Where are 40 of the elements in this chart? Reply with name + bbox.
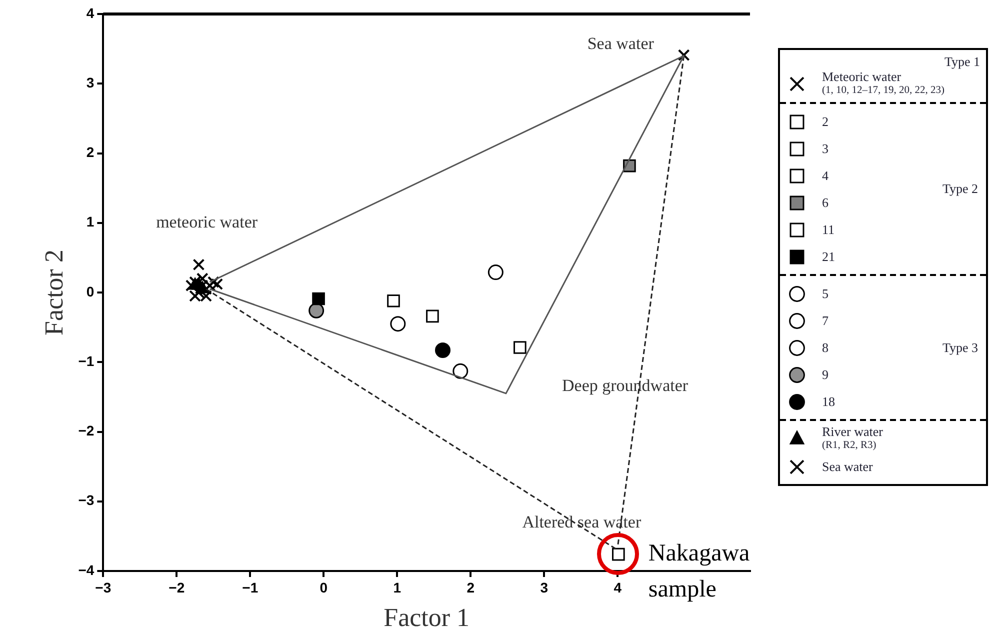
x-tick-label: −1 [242,579,258,596]
y-tick-label: 3 [86,74,94,90]
legend-label: 6 [822,194,828,210]
x-tick-label: 3 [540,579,548,596]
legend-label: 9 [822,366,828,382]
legend-label: 2 [822,114,828,128]
annotation: Sea water [587,34,654,54]
legend-label: Meteoric water (1, 10, 12–17, 19, 20, 22, 23) [822,69,944,98]
legend-label: 11 [822,222,835,236]
y-tick-label: −2 [78,422,94,439]
annotation: Nakagawa sample [648,540,750,603]
text: Type 2 [942,181,978,197]
x-axis-title: Factor 1 [384,603,470,632]
annotation: Deep groundwater [562,376,688,395]
legend-label: 3 [822,140,828,156]
y-tick-label: 2 [86,144,94,160]
y-tick-label: −4 [78,562,94,578]
y-tick-label: 0 [86,283,94,300]
legend-label: River water (R1, R2, R3) [822,424,884,453]
legend-label: 18 [822,394,835,408]
y-tick-label: 1 [86,214,94,230]
x-tick-label: −2 [168,579,185,596]
text: Type 3 [942,340,978,356]
x-tick-label: 2 [466,579,475,596]
legend-label: 7 [822,312,828,328]
y-tick-label: −3 [78,492,94,508]
annotation: Altered sea water [522,512,642,532]
x-tick-label: 0 [320,579,328,596]
y-tick-label: −1 [78,352,94,369]
x-tick-label: 1 [393,579,402,596]
x-tick-label: 4 [614,579,622,596]
legend-label: 5 [822,286,828,300]
legend-label: Sea water [822,458,873,474]
legend-label: 8 [822,340,828,354]
y-tick-label: 4 [86,4,94,21]
y-axis-title: Factor 2 [39,250,68,336]
annotation: meteoric water [156,212,258,232]
legend-label: 21 [822,248,835,264]
legend-label: 4 [822,168,828,182]
text: Type 1 [943,54,980,70]
